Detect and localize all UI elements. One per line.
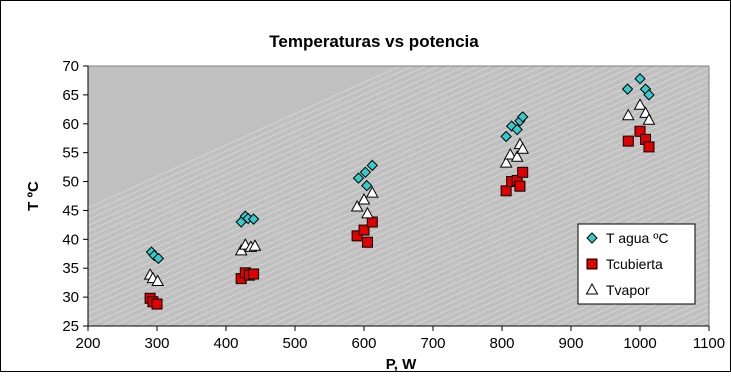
- data-point-square: [644, 142, 654, 152]
- legend-marker-square: [587, 259, 597, 269]
- legend: T agua ºC Tcubierta Tvapor: [578, 224, 695, 304]
- y-axis-label: T ºC: [25, 181, 42, 211]
- y-tick-label: 55: [62, 145, 79, 162]
- data-point-square: [249, 269, 259, 279]
- legend-label: Tcubierta: [606, 256, 663, 272]
- x-tick-label: 700: [420, 335, 445, 352]
- data-point-square: [362, 237, 372, 247]
- legend-label: T agua ºC: [606, 230, 668, 246]
- x-tick-label: 600: [351, 335, 376, 352]
- x-tick-label: 900: [558, 335, 583, 352]
- y-tick-label: 65: [62, 87, 79, 104]
- x-tick-label: 800: [489, 335, 514, 352]
- legend-label: Tvapor: [606, 282, 650, 298]
- x-tick-label: 300: [144, 335, 169, 352]
- y-tick-label: 60: [62, 116, 79, 133]
- y-tick-label: 40: [62, 231, 79, 248]
- data-point-square: [367, 217, 377, 227]
- x-axis-label: P, W: [386, 356, 417, 372]
- y-tick-label: 45: [62, 202, 79, 219]
- data-point-square: [515, 181, 525, 191]
- x-tick-label: 1100: [693, 335, 725, 352]
- x-tick-label: 1000: [623, 335, 656, 352]
- y-tick-label: 50: [62, 174, 79, 191]
- data-point-square: [501, 186, 511, 196]
- y-tick-label: 25: [62, 318, 79, 335]
- chart-title: Temperaturas vs potencia: [269, 32, 479, 51]
- x-tick-label: 400: [213, 335, 238, 352]
- x-tick-label: 500: [282, 335, 307, 352]
- y-tick-label: 70: [62, 58, 79, 75]
- y-tick-label: 35: [62, 260, 79, 277]
- y-tick-label: 30: [62, 289, 79, 306]
- x-tick-label: 200: [75, 335, 100, 352]
- data-point-square: [152, 299, 162, 309]
- data-point-square: [623, 136, 633, 146]
- data-point-square: [518, 167, 528, 177]
